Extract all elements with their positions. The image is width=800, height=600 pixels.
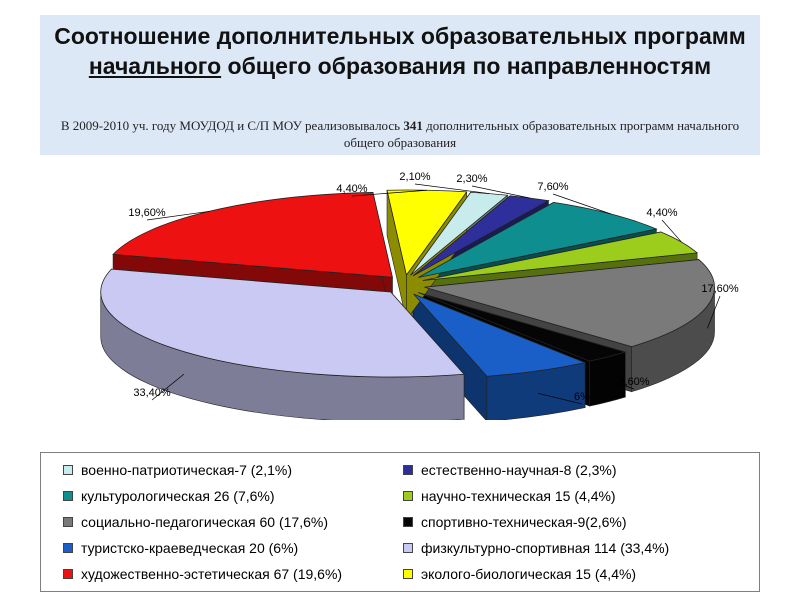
legend-label-4: социально-педагогическая 60 (17,6%) bbox=[81, 514, 328, 530]
leader-line-5 bbox=[607, 378, 635, 390]
slice-2 bbox=[418, 201, 658, 278]
legend-swatch-1 bbox=[403, 465, 413, 476]
slice-label-4: 17,60% bbox=[701, 283, 739, 295]
legend-swatch-3 bbox=[403, 491, 413, 502]
subtitle-part1: В 2009-2010 уч. году МОУДОД и С/П МОУ ре… bbox=[60, 118, 404, 133]
legend-swatch-4 bbox=[63, 517, 73, 528]
slice-5 bbox=[417, 292, 627, 362]
title-part1: Соотношение дополнительных образовательн… bbox=[54, 23, 746, 49]
legend-label-3: научно-техническая 15 (4,4%) bbox=[421, 488, 616, 504]
legend-label-8: художественно-эстетическая 67 (19,6%) bbox=[81, 566, 343, 582]
legend-item-6: туристско-краеведческая 20 (6%) bbox=[63, 539, 298, 557]
legend-label-1: естественно-научная-8 (2,3%) bbox=[421, 462, 617, 478]
leader-line-1 bbox=[471, 185, 530, 199]
legend-label-0: военно-патриотическая-7 (2,1%) bbox=[81, 462, 293, 478]
slice-label-8: 19,60% bbox=[128, 207, 166, 219]
legend-label-5: спортивно-техническая-9(2,6%) bbox=[421, 514, 627, 530]
legend-label-2: культурологическая 26 (7,6%) bbox=[81, 488, 275, 504]
slice-label-6: 6% bbox=[574, 391, 590, 403]
legend-item-7: физкультурно-спортивная 114 (33,4%) bbox=[403, 539, 669, 557]
pie-chart: 2,10% 2,30% 7,60% 4,40% 17,60% 2,60% 6% 33,40% 1… bbox=[100, 171, 739, 420]
legend-swatch-7 bbox=[403, 543, 413, 554]
leader-line-6 bbox=[538, 392, 583, 405]
legend-item-0: военно-патриотическая-7 (2,1%) bbox=[63, 461, 292, 479]
pie-leaders bbox=[146, 183, 721, 405]
slice-label-1: 2,30% bbox=[456, 173, 487, 185]
slice-8 bbox=[112, 192, 393, 278]
pie-labels: 2,10% 2,30% 7,60% 4,40% 17,60% 2,60% 6% 33,40% 1… bbox=[128, 171, 739, 403]
legend-label-9: эколого-биологическая 15 (4,4%) bbox=[421, 566, 637, 582]
leader-line-7 bbox=[151, 373, 185, 401]
legend-item-8: художественно-эстетическая 67 (19,6%) bbox=[63, 565, 342, 583]
slice-4 bbox=[424, 259, 715, 348]
legend-item-5: спортивно-техническая-9(2,6%) bbox=[403, 513, 627, 531]
slice-label-9: 4,40% bbox=[336, 183, 367, 195]
slice-label-2: 7,60% bbox=[537, 181, 568, 193]
slice-label-5: 2,60% bbox=[618, 376, 649, 388]
subtitle-part2: дополнительных образовательных программ … bbox=[343, 118, 740, 150]
leader-line-2 bbox=[552, 193, 611, 215]
subtitle-count: 341 bbox=[403, 118, 423, 133]
legend-label-6: туристско-краеведческая 20 (6%) bbox=[81, 540, 299, 556]
title-part2: общего образования по направленностям bbox=[221, 53, 712, 79]
legend-item-3: научно-техническая 15 (4,4%) bbox=[403, 487, 616, 505]
leader-line-9 bbox=[351, 189, 428, 197]
slice-7 bbox=[100, 268, 465, 378]
page-subtitle: В 2009-2010 уч. году МОУДОД и С/П МОУ ре… bbox=[40, 117, 760, 151]
slice-label-7: 33,40% bbox=[133, 387, 171, 399]
legend-item-4: социально-педагогическая 60 (17,6%) bbox=[63, 513, 328, 531]
chart-legend: военно-патриотическая-7 (2,1%) естественн… bbox=[40, 452, 760, 592]
title-underlined: начального bbox=[88, 53, 222, 79]
legend-swatch-5 bbox=[403, 517, 413, 528]
leader-line-0 bbox=[414, 183, 490, 194]
leader-line-8 bbox=[146, 210, 210, 221]
legend-item-9: эколого-биологическая 15 (4,4%) bbox=[403, 565, 636, 583]
pie-tops bbox=[100, 189, 715, 378]
slice-6 bbox=[413, 293, 587, 377]
slice-9 bbox=[386, 189, 468, 276]
slice-label-3: 4,40% bbox=[646, 207, 677, 219]
legend-swatch-8 bbox=[63, 569, 73, 580]
slice-label-0: 2,10% bbox=[399, 171, 430, 183]
leader-line-3 bbox=[661, 219, 682, 243]
legend-swatch-9 bbox=[403, 569, 413, 580]
legend-item-2: культурологическая 26 (7,6%) bbox=[63, 487, 275, 505]
legend-swatch-6 bbox=[63, 543, 73, 554]
page-title: Соотношение дополнительных образовательн… bbox=[40, 21, 760, 81]
legend-item-1: естественно-научная-8 (2,3%) bbox=[403, 461, 617, 479]
legend-swatch-0 bbox=[63, 465, 73, 476]
header-panel: Соотношение дополнительных образовательн… bbox=[40, 15, 760, 155]
legend-label-7: физкультурно-спортивная 114 (33,4%) bbox=[421, 540, 670, 556]
legend-swatch-2 bbox=[63, 491, 73, 502]
leader-line-4 bbox=[707, 295, 721, 329]
